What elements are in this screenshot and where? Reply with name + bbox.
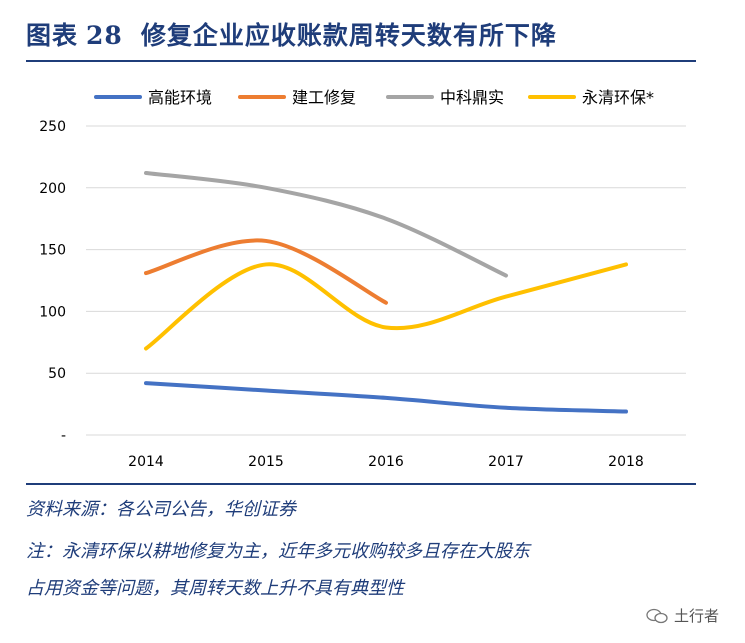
x-tick-label: 2014	[128, 454, 164, 470]
wechat-icon	[646, 608, 668, 623]
x-tick-label: 2016	[368, 454, 404, 470]
watermark-text: 土行者	[673, 607, 719, 625]
y-tick-label: 50	[48, 366, 66, 382]
series-line-3	[144, 170, 508, 278]
line-chart: - 50 100 150 200 250 2014 2015 2016 2017 2018 高能环境 建…	[39, 88, 686, 470]
footer-rule	[26, 483, 696, 485]
footnote-line-1: 注：永清环保以耕地修复为主，近年多元收购较多且存在大股东	[26, 541, 530, 562]
series-line-1	[144, 381, 628, 414]
y-tick-label: 150	[39, 243, 66, 259]
y-tick-label: 250	[39, 119, 66, 135]
figure-label: 图表	[26, 21, 79, 50]
x-tick-label: 2018	[608, 454, 644, 470]
legend-label-3: 中科鼎实	[440, 88, 504, 107]
y-tick-label: 100	[39, 304, 66, 320]
figure-title: 图表 28 修复企业应收账款周转天数有所下降	[26, 16, 557, 52]
series-line-2	[144, 238, 388, 305]
figure-number: 28	[86, 21, 123, 50]
legend-label-1: 高能环境	[148, 88, 212, 107]
legend-label-2: 建工修复	[292, 88, 356, 107]
footnote-line-2: 占用资金等问题，其周转天数上升不具有典型性	[26, 578, 404, 599]
watermark: 土行者	[646, 605, 719, 626]
series-line-4	[144, 262, 628, 351]
y-tick-label: 200	[39, 181, 66, 197]
x-tick-label: 2017	[488, 454, 524, 470]
source-note: 资料来源：各公司公告，华创证券	[26, 499, 296, 520]
title-rule	[26, 60, 696, 62]
x-tick-label: 2015	[248, 454, 284, 470]
legend-label-4: 永清环保*	[582, 88, 654, 107]
y-tick-label: -	[61, 428, 66, 444]
figure-title-text: 修复企业应收账款周转天数有所下降	[140, 21, 557, 50]
